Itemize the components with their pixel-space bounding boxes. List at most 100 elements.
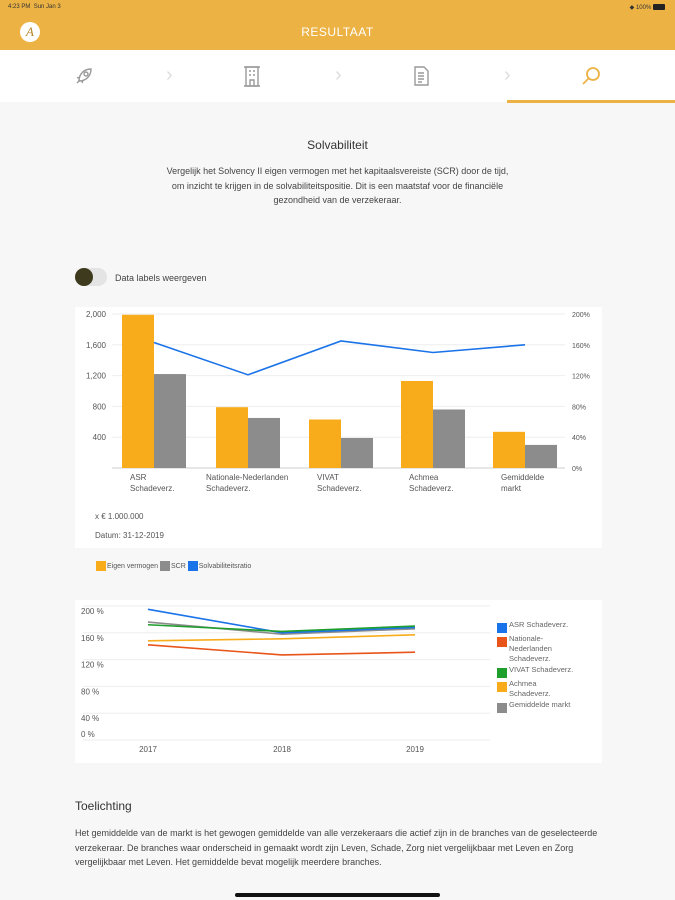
legend-label: Nationale- Nederlanden Schadeverz. bbox=[509, 634, 552, 664]
y2-tick-label: 40% bbox=[572, 435, 586, 442]
legend-label: ASR Schadeverz. bbox=[509, 620, 568, 630]
legend-swatch bbox=[497, 623, 507, 633]
battery-icon bbox=[653, 4, 665, 11]
x-category-label: markt bbox=[501, 484, 522, 493]
solvency-bar-chart: 2,000 1,600 1,200 800 400 200% 160% 120% 80% 40% 0… bbox=[75, 307, 602, 548]
legend-label: Solvabiliteitsratio bbox=[198, 562, 252, 570]
x-category-label: Achmea bbox=[409, 473, 439, 482]
y-tick-label: 40 % bbox=[81, 714, 99, 723]
line-chart-legend: ASR Schadeverz. Nationale- Nederlanden Scha… bbox=[497, 620, 597, 714]
bar-eigen-vermogen bbox=[401, 380, 433, 468]
data-labels-toggle[interactable] bbox=[75, 268, 107, 286]
y-tick-label: 0 % bbox=[81, 730, 95, 739]
tab-report[interactable] bbox=[337, 50, 505, 102]
x-category-label: Schadeverz. bbox=[409, 484, 453, 493]
series-line bbox=[147, 634, 416, 642]
page-title: RESULTAAT bbox=[301, 25, 374, 39]
y-tick-label: 1,600 bbox=[86, 341, 107, 350]
y2-tick-label: 0% bbox=[572, 466, 582, 473]
y-tick-label: 120 % bbox=[81, 661, 104, 670]
legend-label-line: Achmea bbox=[509, 679, 537, 688]
status-bar: 4:23 PM Sun Jan 3 ◆ 100% bbox=[0, 0, 675, 14]
y2-tick-label: 200% bbox=[572, 312, 590, 319]
legend-swatch bbox=[159, 561, 170, 571]
app-header: A RESULTAAT bbox=[0, 14, 675, 50]
x-category-label: Nationale-Nederlanden bbox=[206, 473, 288, 482]
bar-scr bbox=[248, 417, 280, 468]
tab-result[interactable] bbox=[507, 50, 675, 102]
unit-note: x € 1.000.000 bbox=[95, 512, 144, 521]
section-description: Vergelijk het Solvency II eigen vermogen… bbox=[166, 166, 509, 205]
series-line bbox=[147, 621, 416, 635]
x-category-label: Schadeverz. bbox=[317, 484, 361, 493]
tab-insurer[interactable] bbox=[168, 50, 336, 102]
legend-swatch bbox=[497, 682, 507, 692]
app-logo[interactable]: A bbox=[20, 22, 40, 42]
active-tab-indicator bbox=[507, 100, 675, 103]
legend-label-line: ASR Schadeverz. bbox=[509, 620, 569, 629]
y-tick-label: 80 % bbox=[81, 687, 99, 696]
legend-label-line: VIVAT Schadeverz. bbox=[509, 665, 574, 674]
y2-tick-label: 80% bbox=[572, 404, 586, 411]
bar-chart-svg: 2,000 1,600 1,200 800 400 200% 160% 120% 80% 40% 0… bbox=[86, 310, 590, 493]
toggle-knob bbox=[75, 268, 93, 286]
wifi-icon: ◆ bbox=[629, 5, 635, 11]
y-tick-label: 200 % bbox=[81, 607, 104, 616]
line-chart-svg: 200 % 160 % 120 % 80 % 40 % 0 % 2017 2018 2019 bbox=[81, 605, 490, 754]
bar-eigen-vermogen bbox=[122, 314, 154, 468]
building-icon bbox=[244, 66, 260, 87]
x-tick-label: 2019 bbox=[406, 745, 424, 754]
legend-item[interactable]: Gemiddelde markt bbox=[497, 700, 597, 713]
home-indicator bbox=[235, 893, 440, 897]
x-category-label: ASR bbox=[130, 473, 147, 482]
series-line bbox=[147, 623, 416, 633]
series-line bbox=[147, 608, 416, 634]
series-line bbox=[147, 644, 416, 656]
legend-item[interactable]: ASR Schadeverz. bbox=[497, 620, 597, 633]
date-note: Datum: 31-12-2019 bbox=[95, 531, 164, 540]
legend-item[interactable]: VIVAT Schadeverz. bbox=[497, 665, 597, 678]
y-tick-label: 400 bbox=[93, 433, 107, 442]
status-date: Sun Jan 3 bbox=[33, 4, 61, 10]
y-tick-label: 2,000 bbox=[86, 310, 107, 319]
bar-scr bbox=[433, 409, 465, 468]
status-time: 4:23 PM bbox=[8, 4, 31, 10]
data-labels-label: Data labels weergeven bbox=[115, 273, 207, 283]
y-tick-label: 160 % bbox=[81, 634, 104, 643]
bar-scr bbox=[154, 374, 186, 468]
bar-eigen-vermogen bbox=[309, 419, 341, 468]
legend-label: SCR bbox=[170, 562, 186, 570]
legend-label: Eigen vermogen bbox=[107, 562, 158, 570]
legend-swatch bbox=[497, 668, 507, 678]
bar-scr bbox=[341, 437, 373, 468]
chevron-right-icon: › bbox=[166, 64, 173, 86]
legend-label-line: Nationale- bbox=[509, 634, 544, 643]
x-tick-label: 2017 bbox=[139, 745, 157, 754]
legend-item[interactable]: Eigen vermogen bbox=[96, 561, 158, 571]
legend-label: Achmea Schadeverz. bbox=[509, 679, 551, 699]
chevron-right-icon: › bbox=[504, 64, 511, 86]
solvency-ratio-line-chart: 200 % 160 % 120 % 80 % 40 % 0 % 2017 2018 2019 bbox=[75, 600, 602, 763]
legend-swatch bbox=[497, 703, 507, 713]
legend-item[interactable]: SCR bbox=[159, 561, 186, 571]
legend-item[interactable]: Nationale- Nederlanden Schadeverz. bbox=[497, 634, 597, 664]
solvency-ratio-line bbox=[153, 340, 526, 376]
explanation-title: Toelichting bbox=[75, 799, 132, 813]
legend-label: VIVAT Schadeverz. bbox=[509, 665, 573, 675]
legend-label-line: Schadeverz. bbox=[509, 689, 551, 698]
bar-scr bbox=[525, 444, 557, 468]
legend-item[interactable]: Achmea Schadeverz. bbox=[497, 679, 597, 699]
chevron-right-icon: › bbox=[335, 64, 342, 86]
x-category-label: Gemiddelde bbox=[501, 473, 545, 482]
tab-start[interactable] bbox=[0, 50, 168, 102]
bar-eigen-vermogen bbox=[493, 431, 525, 468]
x-tick-label: 2018 bbox=[273, 745, 291, 754]
legend-swatch bbox=[497, 637, 507, 647]
y-tick-label: 800 bbox=[93, 402, 107, 411]
battery-level: 100% bbox=[635, 5, 652, 11]
x-category-label: Schadeverz. bbox=[130, 484, 174, 493]
legend-swatch bbox=[96, 561, 106, 571]
legend-item[interactable]: Solvabiliteitsratio bbox=[187, 561, 252, 571]
document-icon bbox=[414, 66, 429, 86]
legend-swatch bbox=[187, 561, 198, 571]
